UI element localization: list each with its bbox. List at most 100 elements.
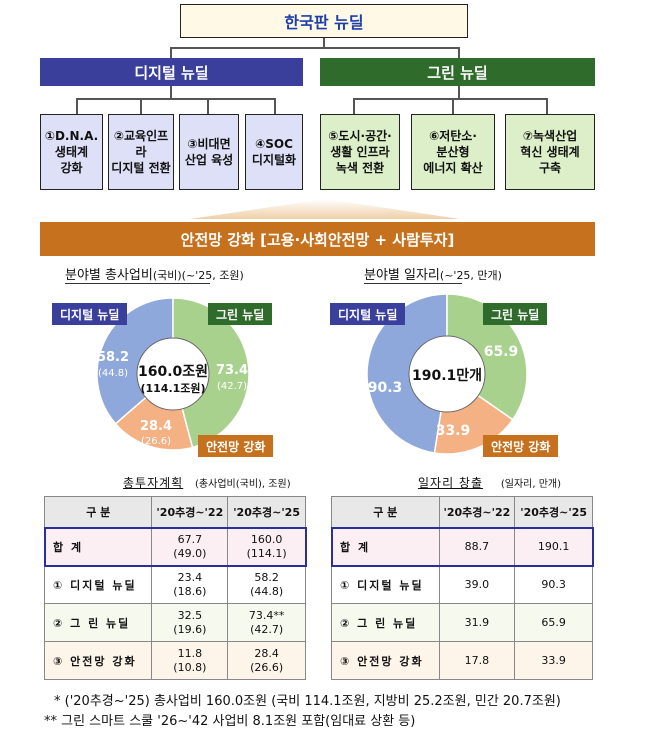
d-drop-4 (274, 98, 276, 114)
cell-sub: (44.8) (250, 584, 284, 598)
cell: 31.9 (438, 603, 516, 642)
row-label: ① 디지털 뉴딜 (43, 565, 153, 604)
page-title: 한국판 뉴딜 (180, 4, 468, 38)
header-2022: '20추경~'22 (438, 496, 516, 528)
safety-net-banner: 안전망 강화 [고용·사회안전망 + 사람투자] (40, 222, 595, 256)
g-drop-2 (452, 98, 454, 114)
cell: 39.0 (438, 565, 516, 604)
right-tag-green: 그린 뉴딜 (483, 303, 548, 325)
table-row: 합 계 67.7 (49.0) 160.0 (114.1) (43, 526, 307, 567)
left-pie-title: 분야별 총사업비(국비)(~'25, 조원) (65, 264, 325, 283)
left-table-caption-main: 총투자계획 (123, 476, 184, 490)
left-center-sub: (114.1조원) (140, 382, 206, 395)
left-tag-safety: 안전망 강화 (198, 435, 274, 457)
digital-sub-connector (76, 98, 276, 100)
support-arrow (190, 199, 460, 219)
right-donut-chart (366, 293, 528, 455)
right-digital-value: 90.3 (367, 380, 403, 396)
left-center-circle (136, 337, 210, 411)
connector-horizontal (170, 47, 460, 49)
right-pie-title-main: 분야별 일자리 (364, 268, 440, 283)
cell: 65.9 (514, 603, 593, 642)
row-label: 합 계 (331, 527, 440, 566)
right-safety-value: 33.9 (435, 423, 471, 439)
row-label: 합 계 (43, 527, 153, 566)
right-center-circle (408, 335, 486, 413)
d-drop-2 (140, 98, 142, 114)
left-center-main: 160.0조원 (137, 364, 209, 380)
table-row: ① 디지털 뉴딜 23.4 (18.6) 58.2 (44.8) (43, 565, 306, 604)
right-table-caption: 일자리 창출 (일자리, 만개) (418, 474, 598, 491)
header-category: 구 분 (43, 496, 153, 528)
left-slice-digital (96, 297, 174, 425)
cell: 67.7 (49.0) (151, 527, 229, 566)
right-pie-title-suffix: (~'25, 만개) (439, 269, 502, 282)
left-safety-value: 28.4 (139, 419, 173, 434)
digital-item-education: ②교육인프라 디지털 전환 (108, 114, 174, 190)
header-2022: '20추경~'22 (151, 496, 229, 528)
digital-item-untact: ③비대면 산업 육성 (179, 114, 239, 190)
cell-sub: (114.1) (246, 546, 287, 560)
left-green-value: 73.4 (215, 363, 249, 378)
green-sub-connector (353, 98, 548, 100)
d-drop-1 (76, 98, 78, 114)
right-pie-title-underline (364, 283, 462, 284)
right-slice-green (446, 293, 528, 421)
left-pie-title-main: 분야별 총사업비 (65, 268, 153, 283)
left-tag-green: 그린 뉴딜 (208, 303, 273, 325)
right-tag-digital: 디지털 뉴딜 (330, 303, 406, 325)
table-row: ② 그 린 뉴딜 31.9 65.9 (331, 603, 593, 642)
cell-main: 32.5 (177, 608, 203, 622)
cell: 88.7 (438, 527, 516, 566)
left-pie-title-underline (65, 283, 210, 284)
row-label: ③ 안전망 강화 (43, 641, 153, 680)
green-newdeal-band: 그린 뉴딜 (320, 58, 595, 86)
cell: 33.9 (514, 641, 593, 680)
cell-sub: (26.6) (250, 660, 284, 674)
digital-stem (170, 86, 172, 98)
right-table-caption-main: 일자리 창출 (418, 476, 484, 490)
jobs-table: 구 분 '20추경~'22 '20추경~'25 합 계 88.7 190.1 ①… (330, 496, 594, 680)
left-table-caption: 총투자계획 (총사업비(국비), 조원) (123, 474, 323, 491)
left-digital-value: 58.2 (96, 350, 130, 365)
g-drop-1 (353, 98, 355, 114)
right-table-caption-unit: (일자리, 만개) (500, 479, 562, 490)
connector-vertical (323, 38, 325, 48)
cell: 32.5 (19.6) (151, 603, 229, 642)
row-label: ② 그 린 뉴딜 (43, 603, 153, 642)
cell-main: 11.8 (177, 646, 203, 660)
table-row: ③ 안전망 강화 17.8 33.9 (331, 641, 593, 680)
left-safety-sub: (26.6) (140, 436, 172, 447)
green-item-city: ⑤도시·공간· 생활 인프라 녹색 전환 (320, 114, 400, 190)
right-green-value: 65.9 (483, 344, 519, 360)
left-tag-digital: 디지털 뉴딜 (52, 303, 128, 325)
digital-newdeal-band: 디지털 뉴딜 (40, 58, 303, 86)
header-2025: '20추경~'25 (514, 496, 593, 528)
cell-main: 28.4 (254, 646, 279, 660)
cell: 28.4 (26.6) (227, 641, 306, 680)
cell-sub: (49.0) (173, 546, 207, 560)
left-pie-title-suffix: (국비)(~'25, 조원) (152, 269, 244, 282)
cell: 160.0 (114.1) (227, 527, 306, 566)
cell-sub: (10.8) (173, 660, 207, 674)
d-drop-3 (207, 98, 209, 114)
table-header-row: 구 분 '20추경~'22 '20추경~'25 (43, 496, 306, 528)
cell: 23.4 (18.6) (151, 565, 229, 604)
table-row: ① 디지털 뉴딜 39.0 90.3 (331, 565, 593, 604)
cell-sub: (19.6) (173, 622, 207, 636)
cell-sub: (18.6) (173, 584, 207, 598)
table-row: ③ 안전망 강화 11.8 (10.8) 28.4 (26.6) (43, 641, 306, 680)
right-center-main: 190.1만개 (411, 368, 483, 384)
table-row: 합 계 88.7 190.1 (330, 526, 594, 567)
cell: 11.8 (10.8) (151, 641, 229, 680)
cell: 90.3 (514, 565, 593, 604)
left-digital-sub: (44.8) (97, 368, 129, 379)
green-item-industry: ⑦녹색산업 혁신 생태계 구축 (505, 114, 595, 190)
header-category: 구 분 (331, 496, 440, 528)
cell-sub: (42.7) (250, 622, 284, 636)
cell: 58.2 (44.8) (227, 565, 306, 604)
left-green-sub: (42.7) (216, 381, 248, 392)
cell-main: 73.4** (248, 608, 285, 622)
row-label: ① 디지털 뉴딜 (331, 565, 440, 604)
cell: 17.8 (438, 641, 516, 680)
